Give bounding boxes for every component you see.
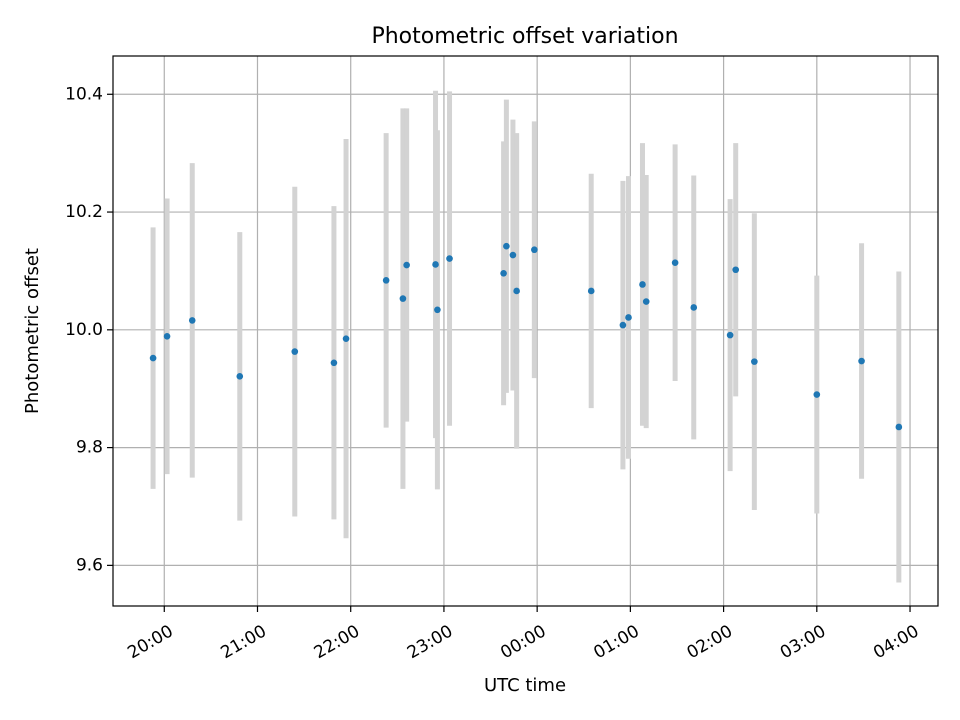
y-axis-label: Photometric offset bbox=[22, 248, 43, 414]
data-point bbox=[531, 246, 538, 254]
data-point bbox=[732, 266, 740, 274]
data-point bbox=[813, 391, 821, 398]
data-point bbox=[513, 287, 520, 295]
y-tick-label: 10.4 bbox=[65, 84, 103, 104]
plot-area bbox=[113, 56, 938, 606]
data-point bbox=[619, 321, 627, 329]
data-point bbox=[858, 357, 865, 365]
data-point bbox=[382, 277, 390, 284]
data-points bbox=[149, 242, 903, 431]
data-point bbox=[330, 359, 338, 367]
data-point bbox=[690, 304, 698, 311]
data-point bbox=[446, 255, 453, 262]
data-point bbox=[236, 373, 244, 380]
data-point bbox=[895, 423, 903, 431]
y-axis-ticks: 9.6 9.8 10.0 10.2 10.4 bbox=[65, 84, 113, 575]
y-tick-label: 9.6 bbox=[76, 555, 103, 575]
y-tick-label: 10.0 bbox=[65, 320, 103, 340]
chart-title: Photometric offset variation bbox=[371, 24, 678, 49]
grid-lines bbox=[113, 56, 938, 606]
data-point bbox=[163, 332, 171, 340]
data-point bbox=[726, 331, 734, 339]
data-point bbox=[500, 269, 507, 277]
data-point bbox=[403, 261, 410, 269]
data-point bbox=[342, 335, 350, 342]
data-point bbox=[642, 298, 650, 305]
data-point bbox=[399, 295, 407, 302]
data-point bbox=[625, 314, 632, 321]
y-tick-label: 9.8 bbox=[76, 438, 103, 458]
data-point bbox=[671, 259, 679, 266]
data-point bbox=[509, 251, 517, 259]
data-point bbox=[432, 261, 439, 268]
data-point bbox=[639, 281, 646, 288]
x-axis-label: UTC time bbox=[484, 675, 566, 696]
data-point bbox=[188, 317, 196, 324]
data-point bbox=[751, 358, 758, 365]
y-tick-label: 10.2 bbox=[65, 202, 103, 222]
data-point bbox=[587, 287, 595, 295]
data-point bbox=[503, 242, 510, 250]
plot-frame bbox=[112, 55, 939, 607]
data-point bbox=[434, 306, 441, 314]
data-point bbox=[291, 348, 299, 355]
data-point bbox=[149, 354, 157, 362]
